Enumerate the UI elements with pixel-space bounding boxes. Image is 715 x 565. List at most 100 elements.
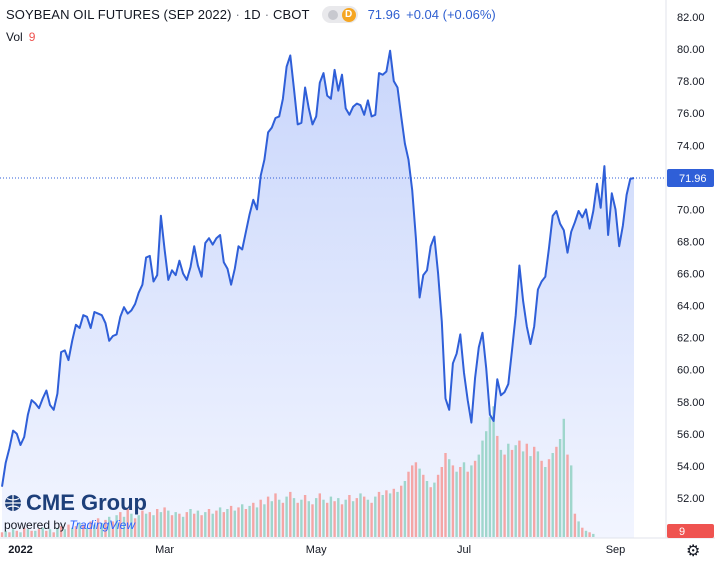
last-price-tag — [667, 169, 714, 187]
volume-legend[interactable]: Vol 9 — [6, 30, 35, 44]
separator-dot: · — [235, 7, 240, 22]
volume-bar — [544, 467, 547, 537]
volume-bar — [558, 439, 562, 537]
tradingview-brand: TradingView — [69, 518, 135, 532]
y-tick-label: 58.00 — [677, 397, 705, 409]
volume-value: 9 — [28, 30, 36, 44]
volume-bar — [507, 443, 510, 537]
volume-bar — [215, 510, 218, 537]
market-status-pill[interactable]: D — [321, 6, 358, 23]
volume-bar — [374, 496, 377, 537]
branding[interactable]: CME Group powered by TradingView — [4, 490, 147, 532]
volume-bar — [37, 529, 41, 537]
volume-bar — [570, 465, 573, 537]
y-tick-label: 76.00 — [677, 108, 705, 120]
volume-bar — [451, 465, 455, 537]
volume-bar — [137, 515, 140, 537]
powered-by[interactable]: powered by TradingView — [4, 518, 147, 532]
x-tick-label: Mar — [155, 544, 174, 556]
volume-bar — [303, 495, 307, 537]
cme-logo: CME Group — [4, 490, 147, 516]
volume-bar — [588, 532, 591, 537]
volume-bar — [403, 481, 407, 537]
volume-bar — [163, 507, 166, 537]
volume-bar — [418, 468, 421, 537]
y-tick-label: 82.00 — [677, 12, 705, 24]
volume-bar — [178, 513, 181, 537]
volume-bar — [562, 418, 565, 537]
volume-bar — [133, 518, 137, 537]
chart-legend: SOYBEAN OIL FUTURES (SEP 2022) · 1D · CB… — [6, 6, 496, 23]
volume-bar — [185, 512, 188, 537]
interval-label[interactable]: 1D — [243, 7, 261, 22]
volume-bar — [459, 467, 462, 537]
volume-bar — [126, 509, 129, 537]
volume-bar — [122, 516, 126, 537]
volume-bar — [71, 527, 74, 537]
volume-bar — [584, 530, 588, 537]
volume-bar — [285, 496, 288, 537]
volume-bar — [462, 462, 466, 537]
volume-bar — [207, 509, 211, 537]
last-price-tag-text: 71.96 — [679, 173, 707, 185]
volume-bar — [366, 499, 370, 537]
volume-bar — [407, 471, 410, 537]
eye-icon — [327, 9, 338, 20]
volume-bar — [148, 512, 151, 537]
volume-bar — [425, 481, 429, 537]
x-tick-label: 2022 — [8, 544, 32, 556]
volume-bar — [152, 515, 155, 537]
volume-bar — [377, 491, 381, 537]
volume-bar — [355, 498, 358, 537]
volume-bar — [52, 532, 55, 537]
volume-bar — [141, 510, 144, 537]
volume-bar — [30, 530, 33, 537]
volume-bar — [573, 513, 577, 537]
volume-bar — [577, 521, 580, 537]
price-area-fill — [2, 50, 634, 538]
volume-bar — [181, 516, 185, 537]
volume-bar — [222, 512, 225, 537]
volume-bar — [521, 451, 525, 537]
volume-bar — [278, 499, 281, 537]
globe-icon — [5, 495, 21, 511]
volume-bar — [211, 513, 214, 537]
volume-bar — [115, 515, 118, 537]
volume-bar — [388, 493, 392, 537]
volume-bar — [503, 454, 506, 537]
y-tick-label: 68.00 — [677, 236, 705, 248]
volume-bar — [477, 454, 480, 537]
volume-bar — [466, 471, 469, 537]
y-tick-label: 64.00 — [677, 301, 705, 313]
volume-bar — [274, 493, 277, 537]
volume-bar — [226, 509, 229, 537]
volume-bar — [63, 529, 66, 537]
volume-bar — [156, 509, 159, 537]
volume-bar — [440, 467, 443, 537]
volume-bar — [259, 499, 262, 537]
volume-bar — [0, 532, 4, 537]
powered-by-text: powered by — [4, 518, 67, 532]
volume-bar — [241, 504, 244, 537]
volume-bar — [8, 532, 11, 537]
volume-bar — [514, 445, 517, 537]
volume-bar — [111, 521, 115, 537]
volume-bar — [26, 529, 30, 537]
symbol-title[interactable]: SOYBEAN OIL FUTURES (SEP 2022) — [6, 7, 232, 22]
volume-bar — [429, 487, 432, 537]
volume-bar — [289, 491, 292, 537]
y-tick-label: 54.00 — [677, 461, 705, 473]
volume-bar — [473, 460, 477, 537]
volume-bar — [311, 504, 314, 537]
volume-bar — [340, 504, 344, 537]
volume-bar — [551, 453, 554, 537]
volume-bar — [555, 446, 558, 537]
volume-bar — [540, 460, 543, 537]
volume-bar — [45, 530, 48, 537]
volume-bar — [518, 440, 521, 537]
volume-bar — [59, 526, 63, 537]
volume-bar — [104, 519, 107, 537]
volume-bar — [422, 474, 425, 537]
chart-settings-gear-icon[interactable]: ⚙ — [686, 543, 701, 560]
